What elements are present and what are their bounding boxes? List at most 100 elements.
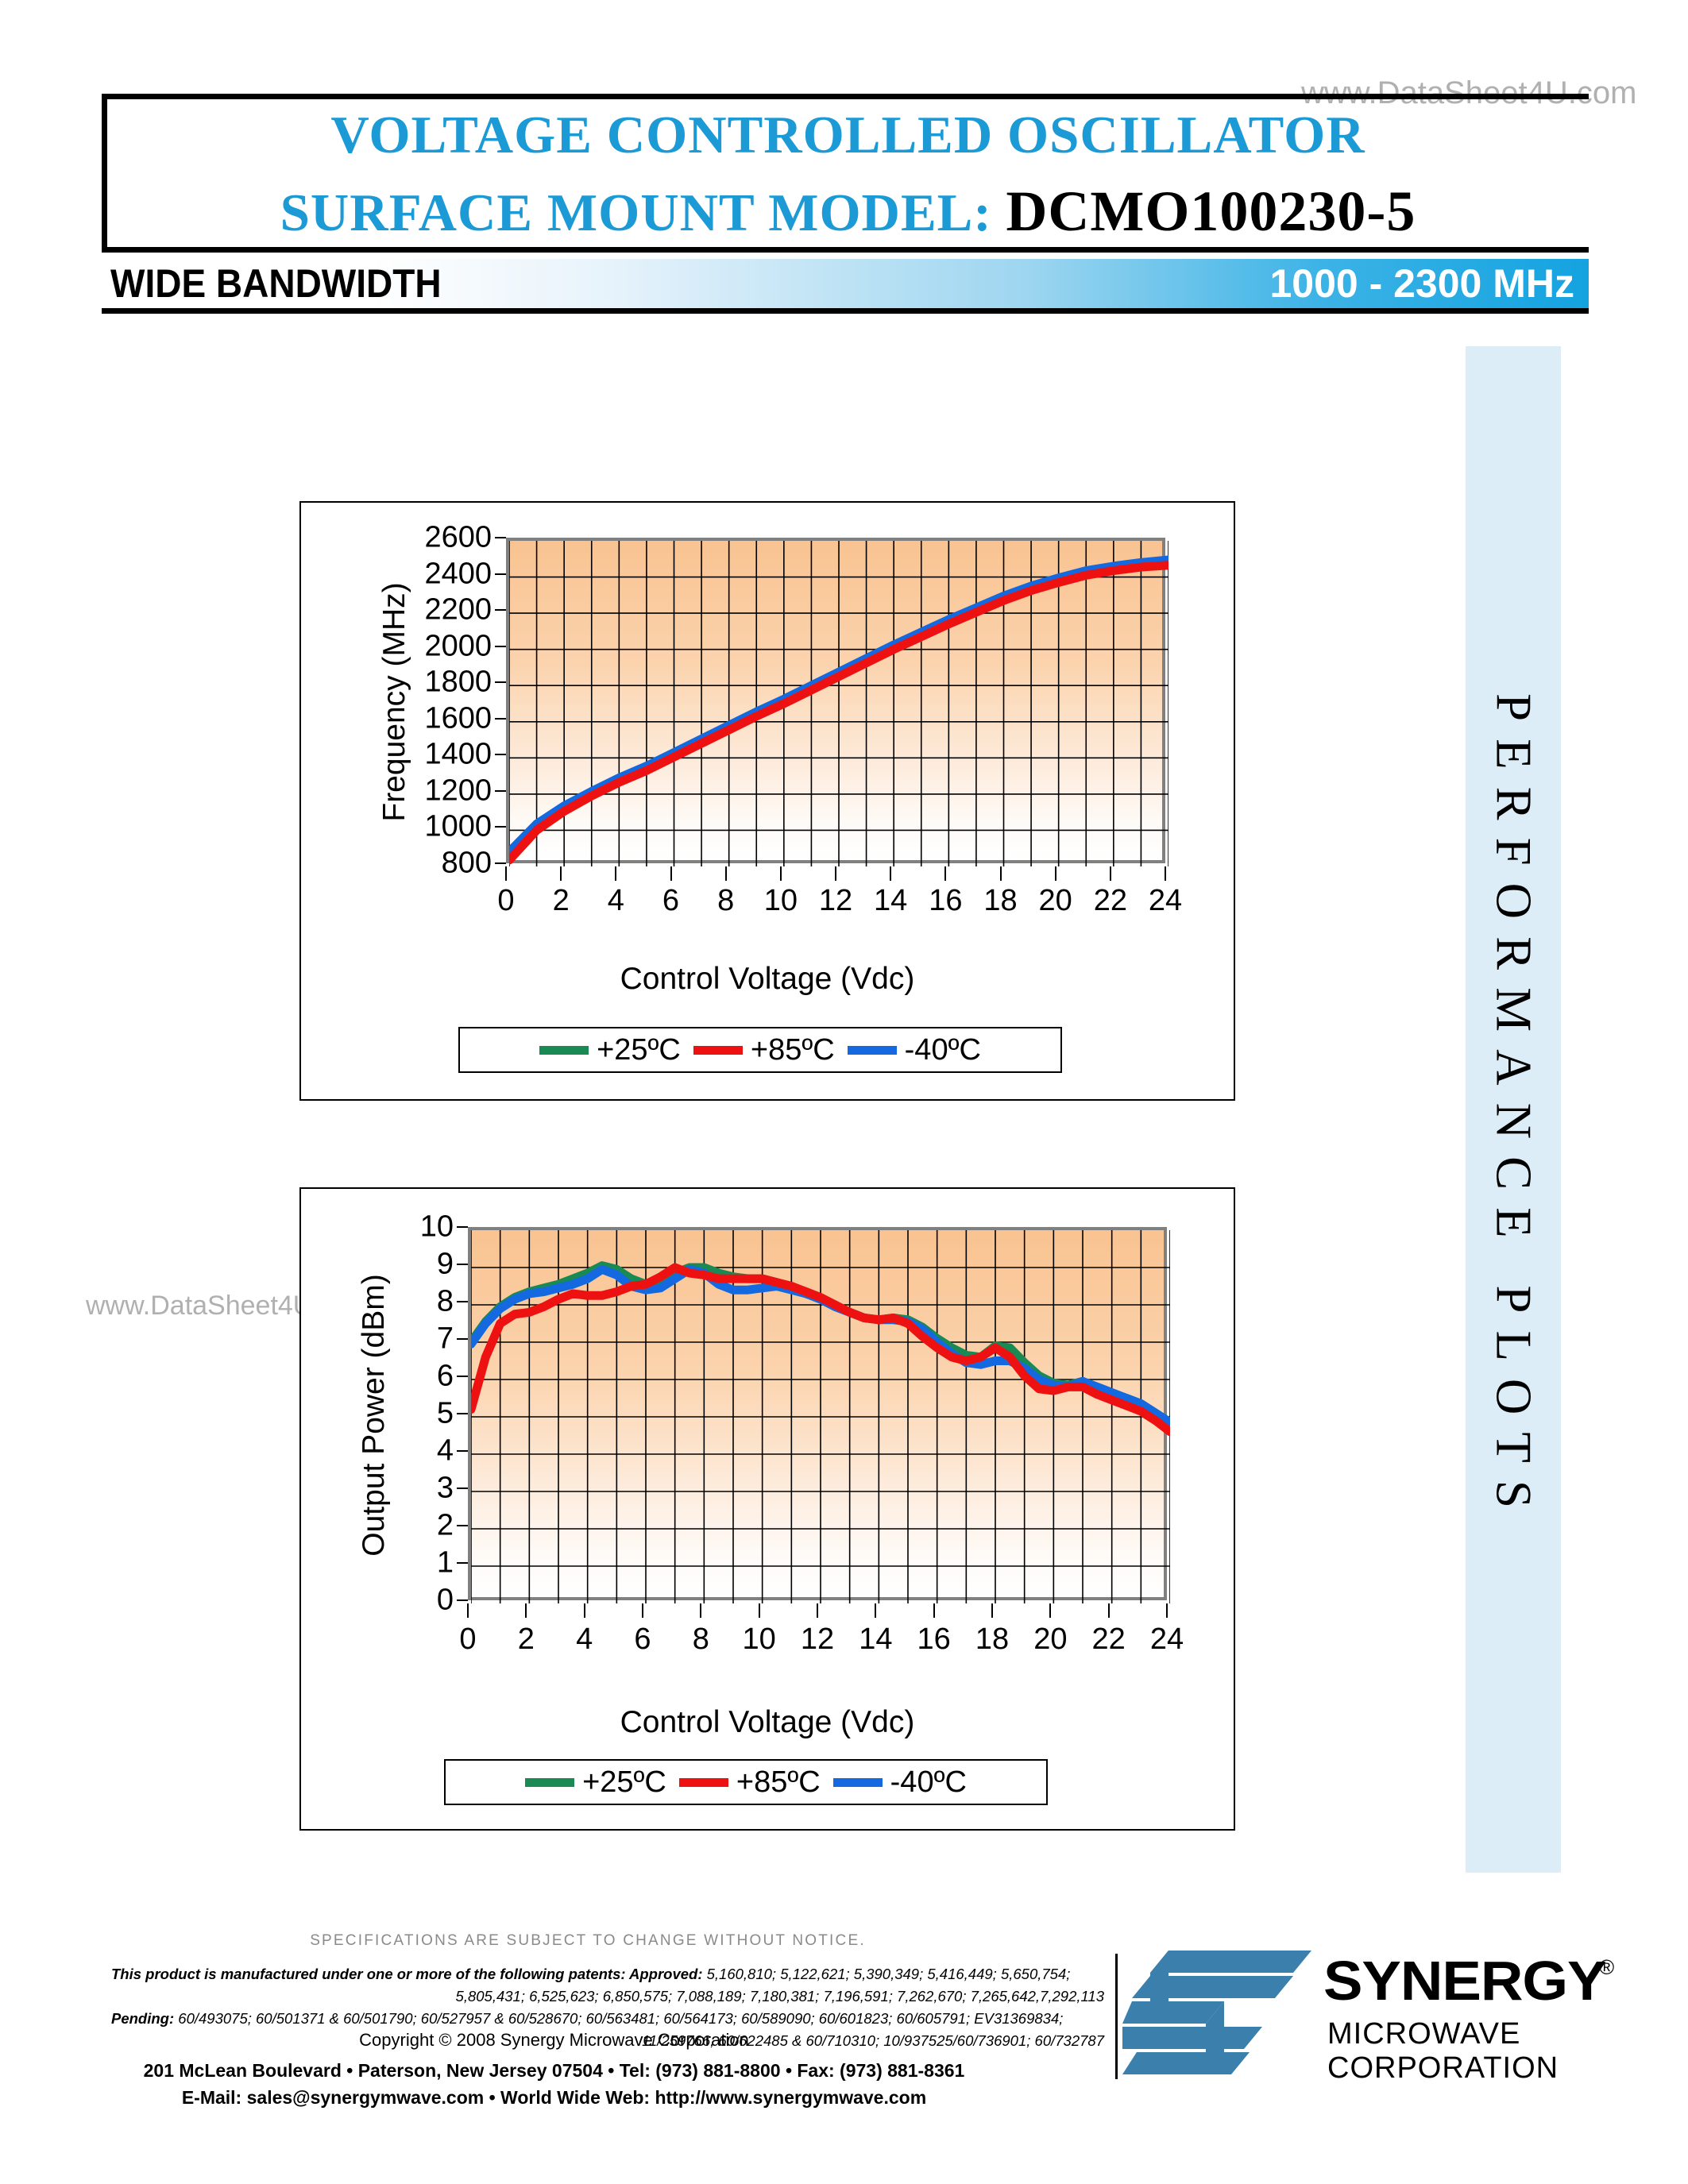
y-axis-tick-label: 0 [436, 1583, 454, 1617]
legend-item: -40ºC [847, 1032, 981, 1067]
x-axis-tick-label: 2 [552, 884, 570, 917]
x-axis-tick-mark [779, 866, 782, 881]
x-axis-tick-label: 4 [576, 1623, 593, 1656]
plot-area [506, 538, 1168, 866]
y-axis-tick-label: 2200 [424, 592, 492, 627]
patent-approved-numbers-2: 5,805,431; 6,525,623; 6,850,575; 7,088,1… [455, 1988, 1104, 2005]
y-axis-tick-mark [495, 826, 506, 828]
page-title-line2: SURFACE MOUNT MODEL: DCMO100230-5 [107, 179, 1589, 245]
company-contact: E-Mail: sales@synergymwave.com • World W… [181, 2087, 927, 2109]
x-axis-tick-label: 0 [459, 1623, 477, 1656]
product-banner: WIDE BANDWIDTH 1000 - 2300 MHz [102, 259, 1589, 308]
x-axis-tick-mark [1054, 866, 1056, 881]
logo-subtitle: MICROWAVE CORPORATION [1327, 2017, 1559, 2085]
banner-bottom-rule [102, 308, 1589, 314]
x-axis-tick-mark [817, 1603, 818, 1618]
y-axis-tick-mark [495, 573, 506, 575]
x-axis-tick-label: 22 [1091, 1623, 1126, 1656]
y-axis-tick-label: 2400 [424, 557, 492, 591]
sidebar-performance-plots: PERFORMANCE PLOTS [1466, 346, 1561, 1873]
sidebar-label: PERFORMANCE PLOTS [1485, 693, 1542, 1526]
series-line [509, 561, 1168, 865]
y-axis-title: Output Power (dBm) [357, 1274, 391, 1557]
x-axis-tick-label: 20 [1038, 884, 1072, 917]
x-axis-tick-mark [875, 1603, 877, 1618]
y-axis-tick-label: 1600 [424, 701, 492, 735]
x-axis-tick-label: 10 [742, 1623, 776, 1656]
specifications-notice: SPECIFICATIONS ARE SUBJECT TO CHANGE WIT… [310, 1932, 866, 1949]
legend-item: +85ºC [693, 1033, 835, 1067]
y-axis-tick-mark [495, 789, 506, 792]
model-prefix-label: SURFACE MOUNT MODEL: [280, 183, 992, 242]
x-axis-tick-label: 10 [763, 884, 798, 917]
y-axis-tick-mark [495, 609, 506, 612]
y-axis-tick-label: 5 [436, 1396, 454, 1430]
x-axis-tick-mark [944, 866, 947, 881]
synergy-logo: SYNERGY ® MICROWAVE CORPORATION [1122, 1944, 1647, 2085]
y-axis-tick-label: 10 [419, 1210, 454, 1244]
header-box: VOLTAGE CONTROLLED OSCILLATOR SURFACE MO… [102, 94, 1589, 253]
x-axis-tick-label: 6 [634, 1623, 651, 1656]
y-axis-tick-label: 1 [436, 1545, 454, 1580]
x-axis-tick-mark [467, 1603, 469, 1618]
footer-divider [1115, 1954, 1118, 2079]
y-axis-tick-mark [457, 1525, 468, 1526]
legend-color-swatch [678, 1777, 728, 1787]
y-axis-tick-mark [457, 1301, 468, 1302]
x-axis-tick-mark [1107, 1603, 1110, 1618]
plot-area [468, 1227, 1170, 1603]
y-axis-tick-label: 1000 [424, 809, 492, 843]
x-axis-tick-label: 4 [607, 884, 624, 917]
y-axis-tick-label: 2 [436, 1508, 454, 1542]
x-axis-tick-mark [835, 866, 836, 881]
legend-label: +25ºC [582, 1765, 666, 1799]
y-axis-tick-mark [457, 1488, 468, 1489]
patent-approved-lead: This product is manufactured under one o… [111, 1966, 703, 1982]
chart-output-power-vs-voltage: 0 1 2 3 4 5 6 7 8 9 10 0 2 4 6 8 10 12 14 16 18 20 22 24 Output … [299, 1187, 1235, 1831]
x-axis-tick-mark [724, 866, 727, 881]
x-axis-tick-label: 16 [929, 884, 963, 917]
x-axis-tick-mark [890, 866, 892, 881]
legend-color-swatch [539, 1045, 589, 1055]
x-axis-tick-mark [525, 1603, 527, 1618]
y-axis-tick-label: 7 [436, 1322, 454, 1356]
x-axis-tick-label: 12 [818, 884, 853, 917]
x-axis-tick-label: 12 [800, 1623, 835, 1656]
y-axis-tick-label: 4 [436, 1433, 454, 1468]
y-axis-tick-mark [495, 717, 506, 720]
plot-svg [471, 1230, 1170, 1603]
legend-color-swatch [525, 1777, 575, 1787]
y-axis-tick-mark [495, 645, 506, 647]
legend-color-swatch [693, 1045, 743, 1055]
y-axis-tick-label: 1800 [424, 665, 492, 699]
y-axis-tick-mark [457, 1413, 468, 1414]
y-axis-tick-mark [495, 862, 506, 864]
x-axis-tick-label: 20 [1033, 1623, 1068, 1656]
x-axis-tick-label: 8 [692, 1623, 709, 1656]
x-axis-tick-mark [1166, 1603, 1168, 1618]
y-axis-tick-label: 800 [441, 846, 492, 880]
patent-pending-line: Pending: 60/493075; 60/501371 & 60/50179… [111, 2008, 1104, 2030]
x-axis-tick-mark [933, 1603, 935, 1618]
legend-item: +25ºC [539, 1033, 681, 1067]
x-axis-tick-mark [583, 1603, 585, 1618]
watermark-top: www.DataSheet4U.com [1301, 75, 1637, 110]
chart-legend: +25ºC +85ºC -40ºC [444, 1759, 1048, 1805]
synergy-s-mark-icon [1122, 1951, 1311, 2074]
patent-block: This product is manufactured under one o… [111, 1963, 1104, 2052]
y-axis-tick-mark [495, 681, 506, 684]
y-axis-tick-label: 3 [436, 1471, 454, 1505]
y-axis-tick-label: 6 [436, 1359, 454, 1393]
x-axis-tick-mark [1165, 866, 1166, 881]
x-axis-tick-label: 24 [1149, 1623, 1184, 1656]
series-line [471, 1263, 1170, 1437]
x-axis-tick-label: 22 [1093, 884, 1127, 917]
y-axis-tick-mark [457, 1562, 468, 1564]
y-axis-tick-mark [457, 1338, 468, 1340]
legend-label: -40ºC [904, 1032, 981, 1067]
x-axis-tick-mark [505, 866, 507, 881]
x-axis-tick-label: 24 [1148, 884, 1183, 917]
y-axis-tick-mark [457, 1226, 468, 1228]
x-axis-title: Control Voltage (Vdc) [620, 1705, 915, 1739]
company-address-block: 201 McLean Boulevard • Paterson, New Jer… [0, 2057, 1108, 2111]
